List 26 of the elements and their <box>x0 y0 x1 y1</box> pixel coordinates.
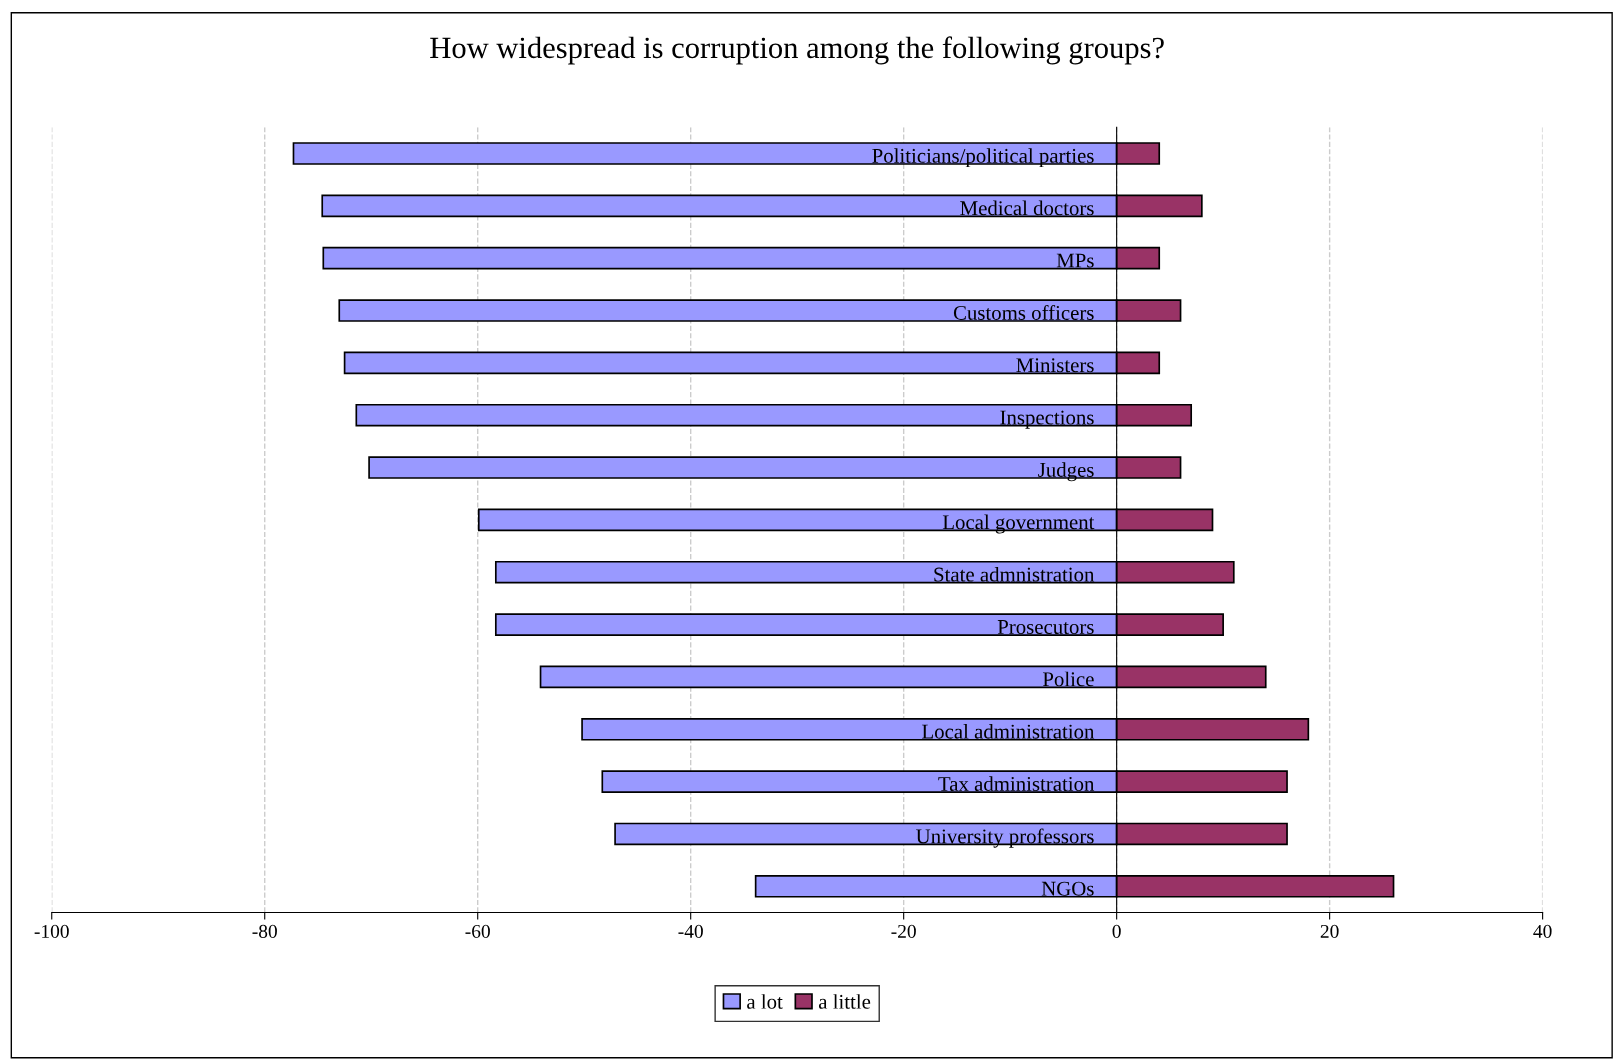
chart-title: How widespread is corruption among the following groups? <box>430 36 1164 65</box>
y-tick-label: Local government <box>942 514 1095 534</box>
x-tick-label: 0 <box>1112 924 1121 938</box>
y-tick-label: Tax administration <box>938 776 1095 791</box>
y-tick-label: Medical doctors <box>960 200 1094 216</box>
x-tick-label: -100 <box>34 924 69 938</box>
y-tick-label: Politicians/political parties <box>872 148 1094 168</box>
y-tick-label: Customs officers <box>953 305 1094 320</box>
y-tick-label: NGOs <box>1041 881 1094 896</box>
y-tick-label: Inspections <box>1000 410 1094 429</box>
y-tick-label: State admnistration <box>934 566 1095 582</box>
y-tick-label: Local administration <box>922 723 1095 739</box>
y-tick-label: University professors <box>916 828 1094 848</box>
x-tick-label: -40 <box>678 924 703 938</box>
x-tick-label: -80 <box>252 924 277 938</box>
y-tick-label: Police <box>1042 671 1094 687</box>
x-tick-label: -20 <box>891 924 916 938</box>
legend-label: a lot <box>747 994 783 1009</box>
x-tick-label: 20 <box>1320 924 1339 938</box>
y-tick-label: Prosecutors <box>997 620 1094 634</box>
x-tick-label: 40 <box>1533 924 1552 938</box>
y-tick-label: MPs <box>1056 253 1094 268</box>
legend-label: a little <box>818 994 871 1009</box>
y-tick-label: Judges <box>1038 462 1094 482</box>
y-tick-label: Ministers <box>1016 358 1094 373</box>
x-tick-label: -60 <box>465 924 490 938</box>
